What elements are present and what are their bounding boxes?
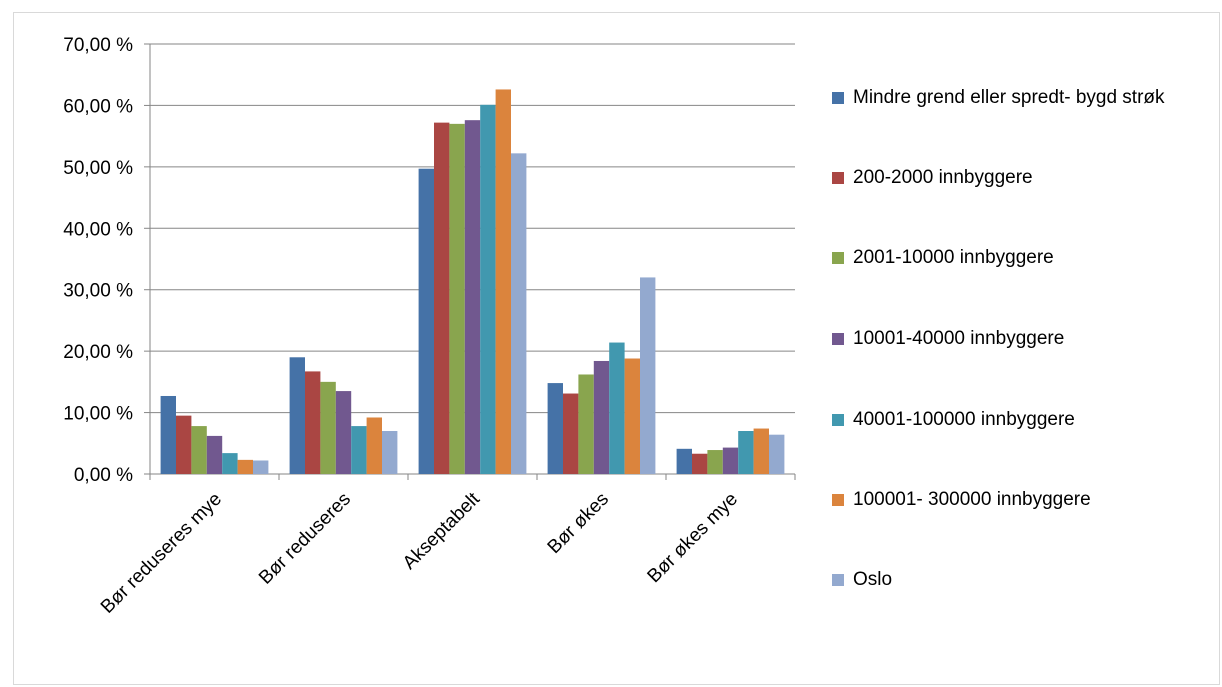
legend-swatch (832, 252, 844, 264)
legend-label: 200-2000 innbyggere (853, 167, 1033, 188)
x-category-label: Akseptabelt (399, 488, 485, 574)
bar (449, 123, 465, 474)
legend-item: Mindre grend eller spredt- bygd strøk (832, 84, 1203, 112)
bar (578, 374, 594, 474)
bar (305, 371, 321, 474)
bar (418, 168, 434, 474)
legend-swatch (832, 494, 844, 506)
bar (464, 120, 481, 475)
x-category-label: Bør reduseres mye (97, 489, 226, 618)
bar (237, 459, 253, 474)
bar (382, 431, 398, 474)
bar (351, 426, 367, 474)
bar (206, 435, 223, 474)
legend-item: 100001- 300000 innbyggere (832, 486, 1203, 514)
bar (563, 393, 579, 474)
bar (640, 277, 656, 474)
legend-swatch (832, 333, 844, 345)
bar (222, 453, 238, 474)
legend-item: 200-2000 innbyggere (832, 164, 1203, 192)
bar (480, 104, 496, 475)
legend-item: Oslo (832, 566, 1203, 594)
bar (191, 426, 207, 474)
bar (434, 122, 450, 474)
legend-label: Oslo (853, 569, 893, 590)
bar (289, 357, 305, 474)
bar (722, 447, 739, 474)
bar (676, 448, 692, 474)
bar (609, 342, 625, 474)
legend-swatch (832, 414, 844, 426)
legend-swatch (832, 574, 844, 586)
legend-swatch (832, 92, 844, 104)
y-tick-label: 60,00 % (63, 96, 133, 117)
bar (335, 391, 352, 474)
bar (753, 428, 769, 474)
bar (593, 360, 610, 474)
bar (320, 381, 336, 474)
y-tick-label: 40,00 % (63, 219, 133, 240)
legend-item: 40001-100000 innbyggere (832, 406, 1203, 434)
bar (769, 434, 785, 474)
legend-label: 2001-10000 innbyggere (853, 247, 1054, 268)
bar (495, 89, 511, 474)
y-tick-label: 70,00 % (63, 35, 133, 56)
legend-label: 100001- 300000 innbyggere (853, 489, 1091, 510)
x-category-label: Bør økes (544, 489, 613, 558)
bar (692, 453, 708, 474)
bar (738, 431, 754, 474)
legend-item: 2001-10000 innbyggere (832, 244, 1203, 272)
legend-swatch (832, 172, 844, 184)
x-category-label: Bør økes mye (644, 489, 742, 587)
chart-frame (13, 12, 1220, 685)
y-tick-label: 10,00 % (63, 404, 133, 425)
x-category-label: Bør reduseres (255, 489, 355, 589)
bar (366, 417, 382, 474)
bar (160, 395, 176, 474)
legend-item: 10001-40000 innbyggere (832, 325, 1203, 353)
legend-label: 10001-40000 innbyggere (853, 328, 1065, 349)
bar (176, 415, 192, 474)
legend-label: 40001-100000 innbyggere (853, 409, 1075, 430)
bar (511, 153, 527, 475)
y-tick-label: 0,00 % (74, 465, 133, 486)
bar (707, 450, 723, 474)
y-tick-label: 20,00 % (63, 342, 133, 363)
y-tick-label: 30,00 % (63, 281, 133, 302)
legend-label: Mindre grend eller spredt- bygd strøk (853, 87, 1165, 108)
bar (547, 383, 563, 474)
y-tick-label: 50,00 % (63, 158, 133, 179)
bar (253, 460, 269, 474)
bar (624, 358, 640, 474)
